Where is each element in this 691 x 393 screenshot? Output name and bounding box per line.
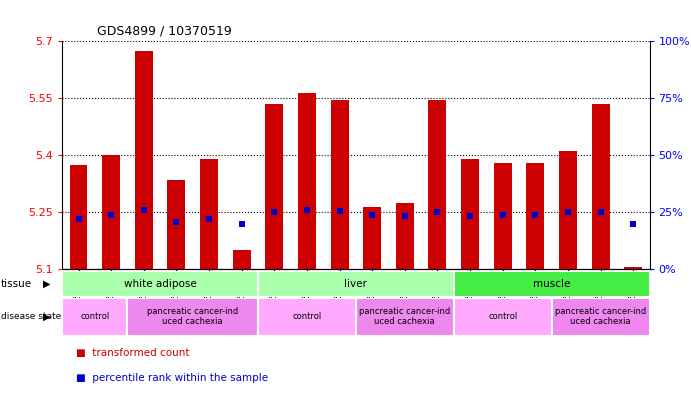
Bar (70, 165, 88, 269)
Text: control: control (80, 312, 109, 321)
Text: liver: liver (344, 279, 368, 289)
Bar (127, 298, 258, 336)
Text: control: control (488, 312, 518, 321)
Bar (428, 100, 446, 269)
Text: muscle: muscle (533, 279, 570, 289)
Bar (591, 104, 609, 269)
Bar (330, 100, 348, 269)
Bar (135, 51, 153, 269)
Bar (624, 267, 642, 269)
Text: tissue: tissue (1, 279, 32, 289)
Bar (102, 155, 120, 269)
Bar (363, 206, 381, 269)
Text: ▶: ▶ (43, 279, 50, 289)
Bar (356, 298, 454, 336)
Text: white adipose: white adipose (124, 279, 196, 289)
Text: GDS4899 / 10370519: GDS4899 / 10370519 (97, 24, 231, 37)
Bar (233, 250, 251, 269)
Text: pancreatic cancer-ind
uced cachexia: pancreatic cancer-ind uced cachexia (359, 307, 451, 327)
Bar (265, 104, 283, 269)
Bar (200, 159, 218, 269)
Bar (396, 203, 414, 269)
Bar (62, 298, 127, 336)
Bar (454, 298, 551, 336)
Bar (258, 298, 356, 336)
Bar (454, 271, 650, 297)
Bar (559, 151, 577, 269)
Bar (298, 92, 316, 269)
Bar (461, 159, 479, 269)
Text: ■  percentile rank within the sample: ■ percentile rank within the sample (76, 373, 268, 383)
Text: pancreatic cancer-ind
uced cachexia: pancreatic cancer-ind uced cachexia (147, 307, 238, 327)
Text: pancreatic cancer-ind
uced cachexia: pancreatic cancer-ind uced cachexia (555, 307, 646, 327)
Text: ■  transformed count: ■ transformed count (76, 348, 189, 358)
Bar (551, 298, 650, 336)
Text: control: control (292, 312, 321, 321)
Text: disease state: disease state (1, 312, 61, 321)
Bar (494, 163, 511, 269)
Bar (62, 271, 258, 297)
Text: ▶: ▶ (43, 312, 50, 322)
Bar (527, 163, 545, 269)
Bar (258, 271, 454, 297)
Bar (167, 180, 185, 269)
